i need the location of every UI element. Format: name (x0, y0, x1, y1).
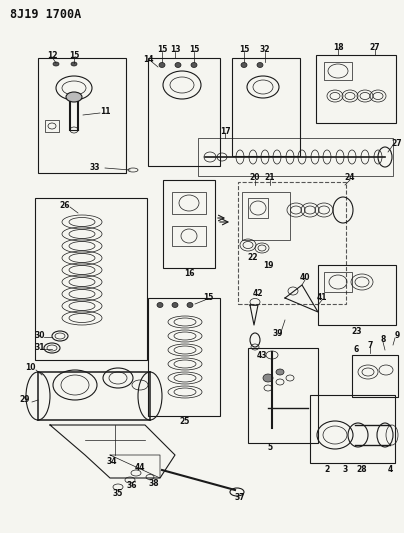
Text: 37: 37 (235, 494, 245, 503)
Bar (45, 120, 59, 132)
Text: 18: 18 (332, 43, 343, 52)
Bar (318, 265, 396, 325)
Text: 13: 13 (170, 45, 180, 54)
Text: 29: 29 (20, 395, 30, 405)
Text: 42: 42 (253, 289, 263, 298)
Ellipse shape (263, 374, 273, 382)
Text: 30: 30 (35, 330, 45, 340)
Bar (163, 180, 215, 268)
Text: 31: 31 (35, 343, 45, 351)
Bar (316, 55, 396, 123)
Text: 15: 15 (239, 45, 249, 54)
Text: 9: 9 (394, 332, 400, 341)
Text: 17: 17 (220, 126, 230, 135)
Text: 10: 10 (25, 364, 35, 373)
Bar (172, 226, 206, 246)
Bar (238, 182, 346, 304)
Text: 16: 16 (184, 270, 194, 279)
Ellipse shape (71, 62, 77, 66)
Text: 32: 32 (260, 45, 270, 54)
Text: 27: 27 (392, 139, 402, 148)
Ellipse shape (175, 62, 181, 68)
Ellipse shape (187, 303, 193, 308)
Text: 3: 3 (342, 465, 347, 474)
Ellipse shape (157, 303, 163, 308)
Bar (248, 348, 318, 443)
Ellipse shape (276, 369, 284, 375)
Text: 23: 23 (352, 327, 362, 336)
Text: 20: 20 (250, 174, 260, 182)
Bar (198, 138, 393, 176)
Text: 15: 15 (203, 294, 213, 303)
Text: 15: 15 (69, 51, 79, 60)
Ellipse shape (257, 62, 263, 68)
Bar (35, 198, 147, 360)
Ellipse shape (66, 92, 82, 102)
Text: 33: 33 (90, 164, 100, 173)
Bar (232, 58, 300, 156)
Text: 41: 41 (317, 294, 327, 303)
Text: 28: 28 (357, 465, 367, 474)
Bar (148, 58, 220, 166)
Text: 44: 44 (135, 464, 145, 472)
Text: 12: 12 (47, 51, 57, 60)
Text: 15: 15 (157, 45, 167, 54)
Text: 24: 24 (345, 174, 355, 182)
Ellipse shape (53, 62, 59, 66)
Text: 4: 4 (387, 465, 393, 474)
Text: 2: 2 (324, 465, 330, 474)
Ellipse shape (172, 303, 178, 308)
Ellipse shape (159, 62, 165, 68)
Text: 14: 14 (143, 55, 153, 64)
Text: 22: 22 (248, 254, 258, 262)
Text: 26: 26 (60, 200, 70, 209)
Text: 8J19 1700A: 8J19 1700A (10, 9, 81, 21)
Text: 6: 6 (354, 345, 359, 354)
Text: 40: 40 (300, 273, 310, 282)
Text: 8: 8 (380, 335, 386, 344)
Bar (248, 198, 268, 218)
Text: 25: 25 (180, 417, 190, 426)
Text: 27: 27 (370, 43, 380, 52)
Bar (172, 192, 206, 214)
Bar (324, 272, 352, 292)
Text: 11: 11 (100, 108, 110, 117)
Ellipse shape (241, 62, 247, 68)
Bar (242, 192, 290, 240)
Bar (148, 298, 220, 416)
Text: 15: 15 (189, 45, 199, 54)
Text: 39: 39 (273, 328, 283, 337)
Ellipse shape (191, 62, 197, 68)
Bar (324, 62, 352, 80)
Bar (38, 58, 126, 173)
Bar (310, 395, 395, 463)
Text: 36: 36 (127, 481, 137, 490)
Text: 21: 21 (265, 174, 275, 182)
Text: 38: 38 (149, 479, 159, 488)
Text: 5: 5 (267, 443, 273, 453)
Text: 7: 7 (367, 341, 372, 350)
Text: 43: 43 (257, 351, 267, 359)
Bar (352, 355, 398, 397)
Text: 35: 35 (113, 489, 123, 498)
Text: 19: 19 (263, 261, 273, 270)
Text: 34: 34 (107, 457, 117, 466)
